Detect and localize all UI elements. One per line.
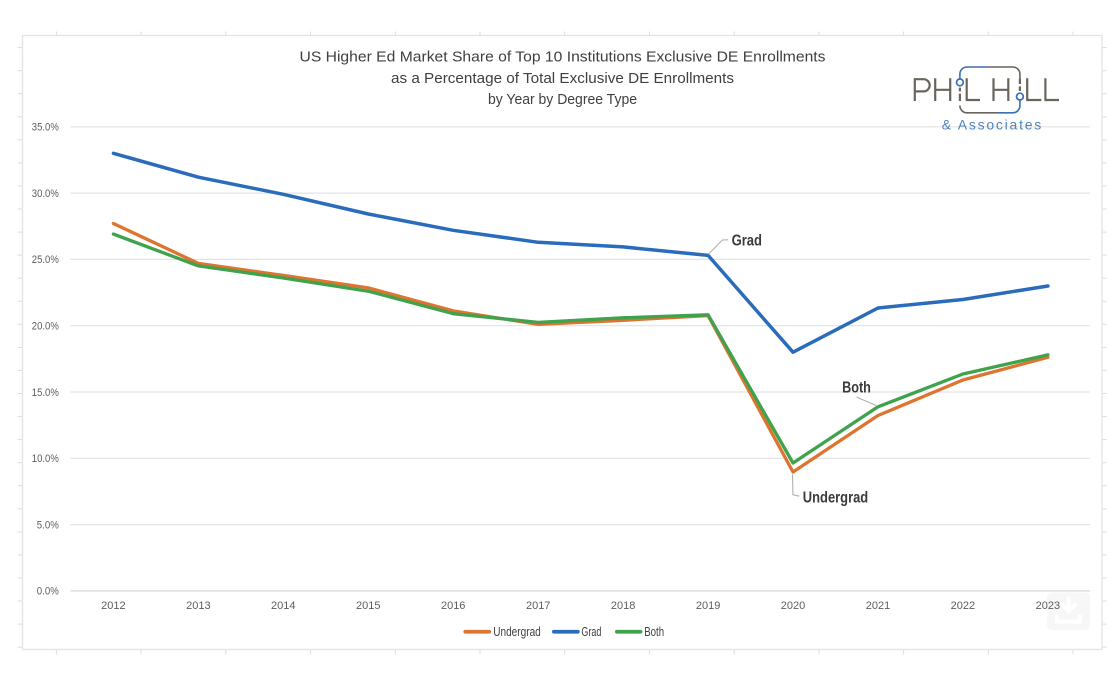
svg-text:2015: 2015	[356, 600, 380, 612]
svg-text:Undergrad: Undergrad	[803, 489, 868, 506]
svg-text:35.0%: 35.0%	[32, 122, 59, 134]
svg-text:20.0%: 20.0%	[32, 321, 59, 333]
svg-text:2013: 2013	[186, 600, 210, 612]
svg-text:2014: 2014	[271, 600, 295, 612]
svg-text:Undergrad: Undergrad	[493, 624, 541, 639]
svg-text:2018: 2018	[611, 600, 635, 612]
svg-text:2019: 2019	[696, 600, 720, 612]
svg-text:0.0%: 0.0%	[37, 586, 59, 598]
svg-text:2012: 2012	[101, 600, 125, 612]
svg-text:by Year by Degree Type: by Year by Degree Type	[488, 91, 637, 108]
svg-text:2021: 2021	[866, 600, 890, 612]
svg-text:2023: 2023	[1036, 600, 1060, 612]
svg-text:Both: Both	[842, 379, 871, 396]
svg-text:Both: Both	[644, 624, 664, 639]
svg-text:as a Percentage of Total Exclu: as a Percentage of Total Exclusive DE En…	[391, 70, 734, 87]
svg-text:25.0%: 25.0%	[32, 254, 59, 266]
svg-text:30.0%: 30.0%	[32, 188, 59, 200]
svg-text:Grad: Grad	[732, 233, 762, 250]
svg-text:2020: 2020	[781, 600, 805, 612]
svg-text:Grad: Grad	[581, 624, 601, 639]
svg-text:US Higher Ed Market Share of T: US Higher Ed Market Share of Top 10 Inst…	[300, 49, 826, 66]
svg-text:2022: 2022	[951, 600, 975, 612]
svg-text:2016: 2016	[441, 600, 465, 612]
svg-text:15.0%: 15.0%	[32, 387, 59, 399]
svg-text:2017: 2017	[526, 600, 550, 612]
svg-text:& Associates: & Associates	[942, 117, 1042, 133]
svg-text:10.0%: 10.0%	[32, 453, 59, 465]
svg-text:5.0%: 5.0%	[37, 519, 59, 531]
